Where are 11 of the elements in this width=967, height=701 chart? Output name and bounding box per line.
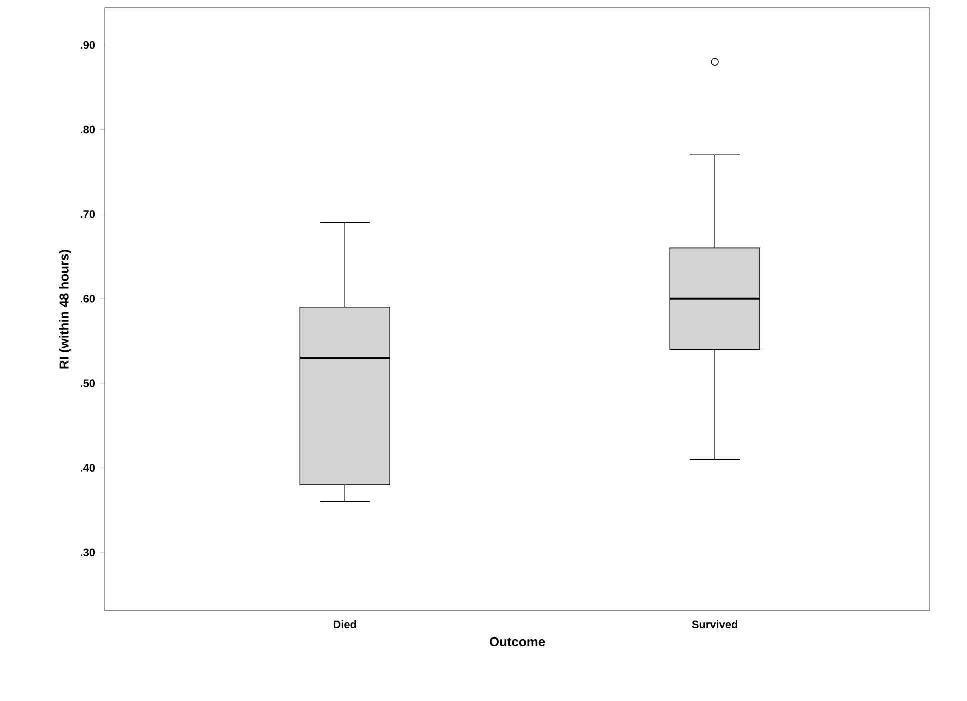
y-tick-label: .40 <box>81 464 96 472</box>
x-tick-label: Died <box>334 620 356 629</box>
y-tick-label: .60 <box>81 295 96 303</box>
y-tick-label: .90 <box>81 41 96 50</box>
y-tick-label: .70 <box>81 210 96 218</box>
y-axis-title: RI (within 48 hours) <box>59 250 72 369</box>
x-axis-title: Outcome <box>490 637 546 647</box>
y-tick-label: .80 <box>81 126 96 134</box>
x-tick-label: Survived <box>692 620 738 629</box>
y-tick-label: .50 <box>81 380 96 388</box>
y-tick-label: .30 <box>81 548 96 557</box>
